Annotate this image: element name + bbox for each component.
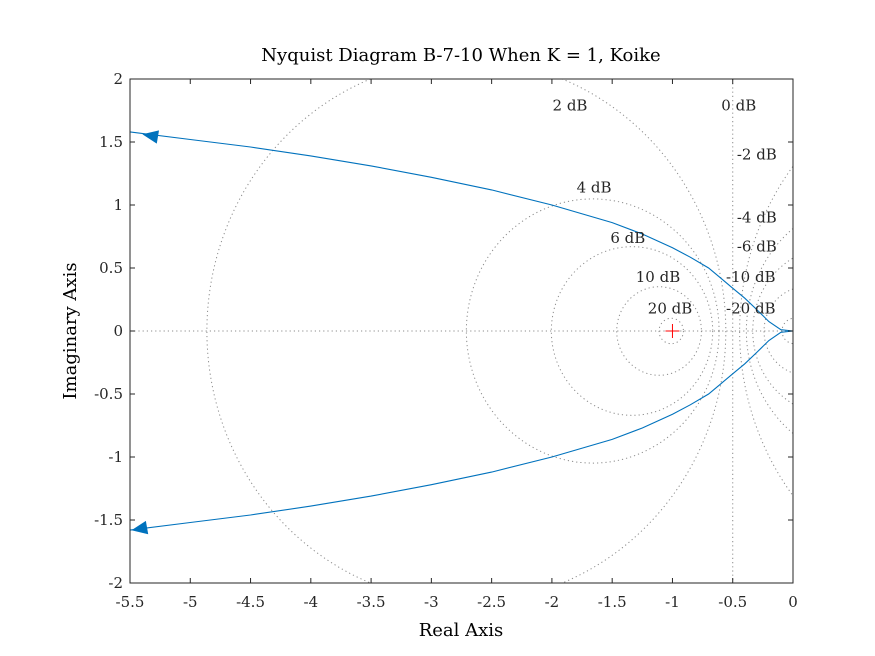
y-tick-label: 0 bbox=[113, 322, 123, 340]
x-tick-label: -2 bbox=[545, 593, 560, 611]
db-label: -4 dB bbox=[737, 209, 777, 227]
db-label: -6 dB bbox=[737, 238, 777, 256]
db-label: 6 dB bbox=[610, 229, 645, 247]
x-tick-label: -3 bbox=[424, 593, 439, 611]
chart-title: Nyquist Diagram B-7-10 When K = 1, Koike bbox=[261, 45, 660, 66]
x-tick-label: -1 bbox=[665, 593, 680, 611]
y-tick-label: 2 bbox=[113, 70, 123, 88]
db-label: -20 dB bbox=[726, 299, 776, 317]
y-axis-title: Imaginary Axis bbox=[60, 262, 81, 399]
y-tick-label: 0.5 bbox=[99, 259, 123, 277]
x-tick-label: -5.5 bbox=[116, 593, 145, 611]
x-tick-label: -0.5 bbox=[718, 593, 747, 611]
db-labels: 2 dB 0 dB -2 dB 4 dB -4 dB 6 dB -6 dB 10 dB -10 … bbox=[553, 96, 777, 317]
db-label: -2 dB bbox=[737, 146, 777, 164]
y-tick-label: -0.5 bbox=[94, 385, 123, 403]
x-tick-label: -4 bbox=[304, 593, 319, 611]
direction-arrow bbox=[131, 520, 149, 535]
y-tick-label: -1.5 bbox=[94, 511, 123, 529]
db-label: -10 dB bbox=[726, 268, 776, 286]
db-label: 2 dB bbox=[553, 96, 588, 114]
plot-area bbox=[130, 79, 793, 583]
db-label: 0 dB bbox=[721, 96, 756, 114]
y-tick-label: -1 bbox=[108, 448, 123, 466]
nyquist-branch-2 bbox=[130, 330, 793, 531]
x-tick-label: -1.5 bbox=[598, 593, 627, 611]
db-label: 20 dB bbox=[648, 299, 692, 317]
y-tick-label: 1.5 bbox=[99, 133, 123, 151]
m-circle bbox=[206, 79, 727, 583]
direction-arrow bbox=[142, 130, 160, 144]
nyquist-branch-1 bbox=[130, 131, 793, 332]
x-axis-title: Real Axis bbox=[419, 620, 504, 641]
critical-point-layer bbox=[665, 324, 680, 338]
x-tick-label: -5 bbox=[183, 593, 198, 611]
x-tick-label: -2.5 bbox=[477, 593, 506, 611]
m-circle-grid bbox=[130, 79, 793, 583]
m-circle bbox=[658, 317, 684, 345]
y-tick-label: -2 bbox=[108, 574, 123, 592]
axis-ticks: -5.5 -5 -4.5 -4 -3.5 -3 -2.5 -2 -1.5 -1 -0.5 0 2 1.5 1… bbox=[94, 70, 798, 611]
m-circle bbox=[550, 246, 714, 416]
x-tick-label: -3.5 bbox=[357, 593, 386, 611]
db-label: 4 dB bbox=[577, 178, 612, 196]
nyquist-curves bbox=[130, 130, 793, 535]
x-tick-label: 0 bbox=[788, 593, 798, 611]
y-tick-label: 1 bbox=[113, 196, 123, 214]
db-label: 10 dB bbox=[636, 268, 680, 286]
x-tick-label: -4.5 bbox=[236, 593, 265, 611]
